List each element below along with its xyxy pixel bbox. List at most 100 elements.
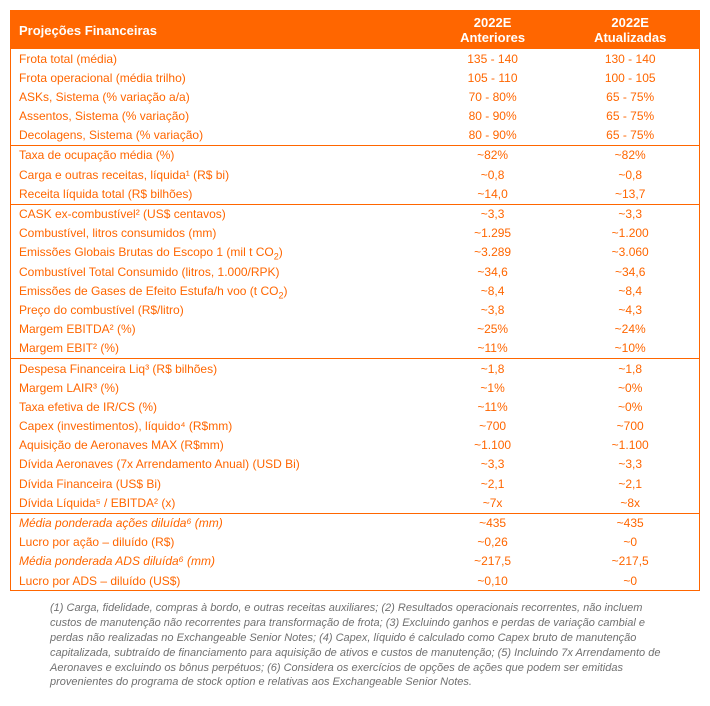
financial-projections-table: Projeções Financeiras 2022E Anteriores 2… [11,11,699,590]
row-previous-value: ~7x [424,493,562,513]
row-updated-value: ~0,8 [561,165,699,184]
header-col1-line1: 2022E [432,15,554,30]
row-previous-value: ~1,8 [424,359,562,379]
row-label: ASKs, Sistema (% variação a/a) [11,87,424,106]
row-updated-value: 130 - 140 [561,49,699,68]
table-row: Decolagens, Sistema (% variação)80 - 90%… [11,126,699,146]
table-row: Margem EBITDA² (%)~25%~24% [11,320,699,339]
table-row: Lucro por ação – diluído (R$)~0,26~0 [11,533,699,552]
table-row: Margem EBIT² (%)~11%~10% [11,339,699,359]
table-row: Margem LAIR³ (%)~1%~0% [11,378,699,397]
footnotes: (1) Carga, fidelidade, compras à bordo, … [10,591,700,696]
row-previous-value: 80 - 90% [424,107,562,126]
table-row: Lucro por ADS – diluído (US$)~0,10~0 [11,571,699,590]
table-row: Média ponderada ADS diluída⁶ (mm)~217,5~… [11,552,699,571]
row-label: Emissões de Gases de Efeito Estufa/h voo… [11,281,424,300]
row-previous-value: ~0,26 [424,533,562,552]
row-label: Dívida Aeronaves (7x Arrendamento Anual)… [11,455,424,474]
row-previous-value: ~82% [424,145,562,165]
table-row: Dívida Aeronaves (7x Arrendamento Anual)… [11,455,699,474]
row-updated-value: ~3,3 [561,204,699,224]
header-col-previous: 2022E Anteriores [424,11,562,49]
row-updated-value: ~1.200 [561,224,699,243]
row-label: Emissões Globais Brutas do Escopo 1 (mil… [11,243,424,262]
row-updated-value: ~217,5 [561,552,699,571]
table-row: Frota operacional (média trilho)105 - 11… [11,68,699,87]
row-label: Despesa Financeira Liq³ (R$ bilhões) [11,359,424,379]
row-label: Carga e outras receitas, líquida¹ (R$ bi… [11,165,424,184]
header-col2-line1: 2022E [569,15,691,30]
row-updated-value: ~8,4 [561,281,699,300]
table-row: Carga e outras receitas, líquida¹ (R$ bi… [11,165,699,184]
row-label: Lucro por ADS – diluído (US$) [11,571,424,590]
row-label: Lucro por ação – diluído (R$) [11,533,424,552]
row-previous-value: ~3,8 [424,300,562,319]
row-previous-value: ~14,0 [424,184,562,204]
table-row: Média ponderada ações diluída⁶ (mm)~435~… [11,513,699,533]
row-label: Margem EBIT² (%) [11,339,424,359]
row-label: Média ponderada ações diluída⁶ (mm) [11,513,424,533]
row-previous-value: ~435 [424,513,562,533]
row-previous-value: ~8,4 [424,281,562,300]
row-updated-value: 65 - 75% [561,126,699,146]
row-updated-value: ~4,3 [561,300,699,319]
row-label: Capex (investimentos), líquido⁴ (R$mm) [11,417,424,436]
row-label: Margem LAIR³ (%) [11,378,424,397]
table-row: Taxa de ocupação média (%)~82%~82% [11,145,699,165]
table-body: Frota total (média)135 - 140130 - 140Fro… [11,49,699,590]
row-label: Frota total (média) [11,49,424,68]
header-col-updated: 2022E Atualizadas [561,11,699,49]
row-label: Combustível, litros consumidos (mm) [11,224,424,243]
row-label: Taxa efetiva de IR/CS (%) [11,397,424,416]
row-previous-value: ~3,3 [424,204,562,224]
row-label: Combustível Total Consumido (litros, 1.0… [11,262,424,281]
row-label: Assentos, Sistema (% variação) [11,107,424,126]
table-header: Projeções Financeiras 2022E Anteriores 2… [11,11,699,49]
table-row: Combustível Total Consumido (litros, 1.0… [11,262,699,281]
table-row: Combustível, litros consumidos (mm)~1.29… [11,224,699,243]
table-row: CASK ex-combustível² (US$ centavos)~3,3~… [11,204,699,224]
row-updated-value: ~24% [561,320,699,339]
table-row: ASKs, Sistema (% variação a/a)70 - 80%65… [11,87,699,106]
row-updated-value: 65 - 75% [561,87,699,106]
row-previous-value: ~11% [424,339,562,359]
row-updated-value: ~0 [561,571,699,590]
header-title: Projeções Financeiras [11,11,424,49]
table-row: Receita líquida total (R$ bilhões)~14,0~… [11,184,699,204]
table-row: Frota total (média)135 - 140130 - 140 [11,49,699,68]
row-label: Frota operacional (média trilho) [11,68,424,87]
row-updated-value: 65 - 75% [561,107,699,126]
row-updated-value: ~0% [561,397,699,416]
row-previous-value: 105 - 110 [424,68,562,87]
row-previous-value: ~3,3 [424,455,562,474]
row-updated-value: ~700 [561,417,699,436]
row-label: Aquisição de Aeronaves MAX (R$mm) [11,436,424,455]
row-updated-value: ~3,3 [561,455,699,474]
row-updated-value: ~13,7 [561,184,699,204]
row-label: Margem EBITDA² (%) [11,320,424,339]
row-previous-value: ~25% [424,320,562,339]
row-previous-value: ~217,5 [424,552,562,571]
table-row: Dívida Líquida⁵ / EBITDA² (x)~7x~8x [11,493,699,513]
table-row: Capex (investimentos), líquido⁴ (R$mm)~7… [11,417,699,436]
row-updated-value: ~82% [561,145,699,165]
row-previous-value: ~11% [424,397,562,416]
row-label: Dívida Financeira (US$ Bi) [11,474,424,493]
row-updated-value: ~1,8 [561,359,699,379]
row-updated-value: ~435 [561,513,699,533]
row-updated-value: ~0 [561,533,699,552]
row-previous-value: ~0,10 [424,571,562,590]
table-row: Aquisição de Aeronaves MAX (R$mm)~1.100~… [11,436,699,455]
row-previous-value: 70 - 80% [424,87,562,106]
row-updated-value: ~1.100 [561,436,699,455]
header-col1-line2: Anteriores [432,30,554,45]
row-previous-value: ~1.295 [424,224,562,243]
row-label: Receita líquida total (R$ bilhões) [11,184,424,204]
row-label: Dívida Líquida⁵ / EBITDA² (x) [11,493,424,513]
row-previous-value: ~700 [424,417,562,436]
table-row: Despesa Financeira Liq³ (R$ bilhões)~1,8… [11,359,699,379]
row-previous-value: ~34,6 [424,262,562,281]
row-updated-value: ~34,6 [561,262,699,281]
row-previous-value: ~1% [424,378,562,397]
row-label: Preço do combustível (R$/litro) [11,300,424,319]
